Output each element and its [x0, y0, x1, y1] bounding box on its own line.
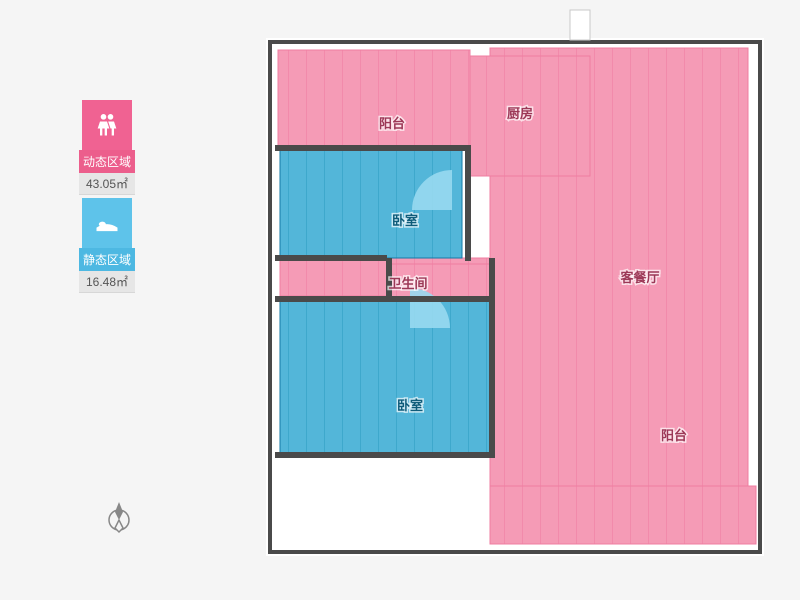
room-label-kitchen: 厨房 — [507, 106, 533, 121]
inner-wall — [275, 296, 495, 302]
room-label-bath: 卫生间 — [388, 276, 427, 291]
floorplan-canvas: 动态区域 43.05㎡ 静态区域 16.48㎡ 客餐 — [0, 0, 800, 600]
room-balcony1 — [278, 50, 470, 148]
compass-icon — [104, 500, 134, 539]
inner-wall — [275, 452, 495, 458]
room-label-living: 客餐厅 — [620, 270, 659, 285]
room-balcony2 — [490, 486, 756, 544]
room-label-bed2: 卧室 — [397, 398, 423, 413]
room-label-balcony2: 阳台 — [661, 428, 687, 443]
inner-wall — [275, 255, 387, 261]
room-label-balcony1: 阳台 — [379, 116, 405, 131]
inner-wall — [275, 145, 469, 151]
inner-wall — [489, 258, 495, 458]
room-bed2 — [280, 300, 490, 456]
inner-wall — [465, 145, 471, 261]
room-label-bed1: 卧室 — [392, 213, 418, 228]
